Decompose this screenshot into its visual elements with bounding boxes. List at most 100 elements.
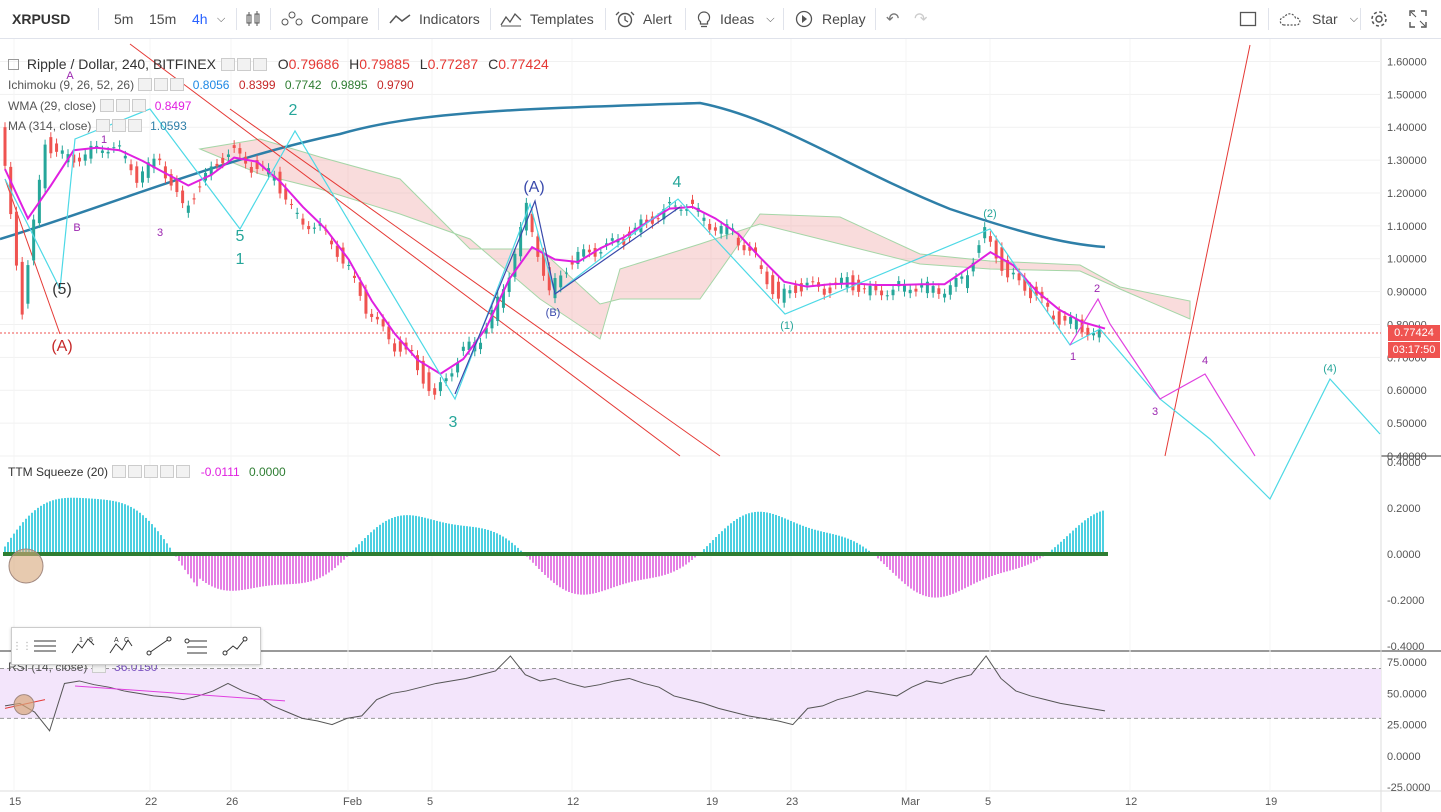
highlight-circle xyxy=(8,548,44,584)
candle-body xyxy=(1017,273,1021,281)
ichimoku-value-2: 0.8399 xyxy=(238,78,276,92)
toolbar-divider xyxy=(685,8,686,30)
candle-body xyxy=(364,289,368,314)
ideas-button[interactable]: Ideas ⌵ xyxy=(696,0,775,38)
candle-body xyxy=(977,245,981,253)
candle-body xyxy=(794,285,798,293)
wave-label: 3 xyxy=(449,414,458,431)
parallel-channel-icon[interactable] xyxy=(178,631,216,661)
timeframe-dropdown-icon[interactable]: ⌵ xyxy=(217,12,226,25)
candle-body xyxy=(610,238,614,241)
candle-body xyxy=(341,247,345,264)
candle-body xyxy=(141,171,144,183)
visibility-icon[interactable] xyxy=(95,119,110,132)
candle-body xyxy=(490,310,494,329)
price-tick-label: 1.20000 xyxy=(1387,188,1427,200)
candle-body xyxy=(902,284,906,292)
candle-body xyxy=(83,154,87,161)
candle-body xyxy=(656,218,660,220)
candle-body xyxy=(112,147,116,149)
timeframe-15m[interactable]: 15m xyxy=(149,11,177,27)
timeframe-4h[interactable]: 4h xyxy=(192,11,208,27)
candle-body xyxy=(198,186,202,188)
candle-body xyxy=(736,237,740,246)
indicators-button[interactable]: Indicators xyxy=(389,0,480,38)
candle-body xyxy=(215,163,219,167)
visibility-icon[interactable] xyxy=(220,58,235,71)
ma-legend: MA (314, close) 1.0593 xyxy=(8,119,187,133)
candle-body xyxy=(1074,318,1078,330)
ma-label: MA (314, close) xyxy=(8,119,92,133)
layout-button[interactable] xyxy=(1239,0,1257,38)
candle-body xyxy=(645,219,649,224)
candle-body xyxy=(874,285,878,291)
star-dropdown-icon[interactable]: ⌵ xyxy=(1349,12,1359,25)
candle-body xyxy=(742,245,746,251)
candle-body xyxy=(289,203,293,205)
candle-body xyxy=(822,288,826,295)
chart-area[interactable]: 1.60000 1.50000 1.40000 1.30000 1.20000 1.100… xyxy=(0,39,1441,812)
settings-mini-icon[interactable] xyxy=(236,58,251,71)
close-mini-icon[interactable] xyxy=(170,78,185,91)
time-tick-label: 19 xyxy=(706,796,718,808)
visibility-icon[interactable] xyxy=(138,78,153,91)
candle-body xyxy=(937,288,941,294)
close-mini-icon[interactable] xyxy=(127,119,142,132)
symbol-search[interactable]: XRPUSD xyxy=(12,11,71,27)
candles-style-button[interactable] xyxy=(244,0,262,38)
close-label: C xyxy=(488,56,499,72)
maximize-mini-icon[interactable] xyxy=(160,465,175,478)
templates-icon xyxy=(500,12,522,27)
settings-mini-icon[interactable] xyxy=(128,465,143,478)
candle-body xyxy=(839,277,843,284)
redo-icon[interactable]: ↷ xyxy=(914,11,928,28)
toolbar-divider xyxy=(98,8,99,30)
timeframe-5m[interactable]: 5m xyxy=(114,11,134,27)
wave-label: (A) xyxy=(523,179,544,196)
time-tick-label: 12 xyxy=(1125,796,1137,808)
close-mini-icon[interactable] xyxy=(252,58,267,71)
settings-mini-icon[interactable] xyxy=(116,99,131,112)
open-value: 0.79686 xyxy=(288,56,340,72)
candle-body xyxy=(988,236,992,242)
candle-body xyxy=(845,277,849,288)
ttm-value-2: 0.0000 xyxy=(249,465,286,479)
candle-body xyxy=(725,224,729,235)
candle-body xyxy=(387,326,391,340)
settings-mini-icon[interactable] xyxy=(111,119,126,132)
star-button[interactable]: Star ⌵ xyxy=(1278,0,1358,38)
collapse-icon[interactable] xyxy=(8,59,19,70)
replay-button[interactable]: Replay xyxy=(794,0,866,38)
fullscreen-button[interactable] xyxy=(1409,0,1427,38)
settings-mini-icon[interactable] xyxy=(154,78,169,91)
templates-button[interactable]: Templates xyxy=(500,0,594,38)
close-mini-icon[interactable] xyxy=(176,465,191,478)
undo-icon[interactable]: ↶ xyxy=(886,11,900,28)
settings-button[interactable] xyxy=(1369,0,1389,38)
close-mini-icon[interactable] xyxy=(132,99,147,112)
wave-label: 5 xyxy=(236,228,245,245)
path-icon[interactable] xyxy=(216,631,254,661)
visibility-icon[interactable] xyxy=(112,465,127,478)
wave-path-cyan xyxy=(4,108,1381,501)
compare-button[interactable]: Compare xyxy=(281,0,369,38)
candle-body xyxy=(668,201,672,204)
close-value: 0.77424 xyxy=(498,56,549,72)
drag-handle-icon[interactable]: ⋮⋮ xyxy=(12,640,32,652)
candle-body xyxy=(547,267,551,291)
candle-body xyxy=(72,154,76,163)
rsi-band xyxy=(0,668,1381,719)
ideas-dropdown-icon[interactable]: ⌵ xyxy=(766,12,775,25)
candle-body xyxy=(181,190,185,204)
visibility-icon[interactable] xyxy=(100,99,115,112)
trend-line-icon[interactable] xyxy=(140,631,178,661)
fib-lines-icon[interactable] xyxy=(26,631,64,661)
candle-body xyxy=(146,162,150,178)
alert-button[interactable]: Alert xyxy=(615,0,672,38)
format-mini-icon[interactable] xyxy=(144,465,159,478)
candle-body xyxy=(89,145,93,159)
trendline xyxy=(1164,44,1251,457)
